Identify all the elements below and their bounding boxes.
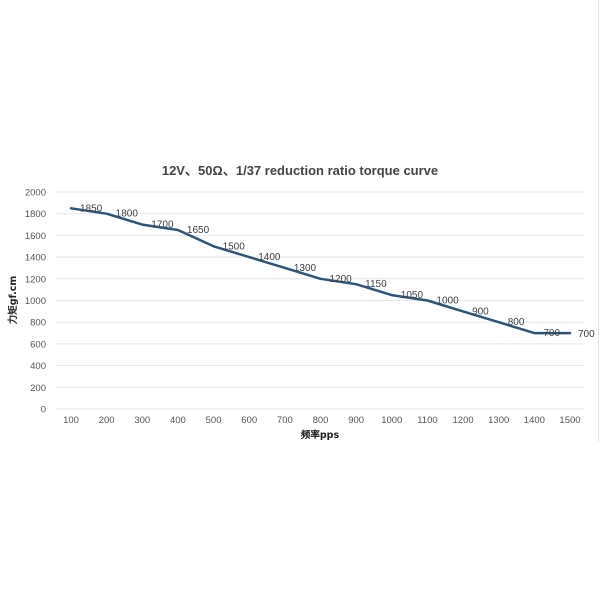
x-tick-label: 800 [313, 415, 329, 426]
data-label: 1400 [258, 252, 281, 263]
x-axis-title: 频率pps [301, 429, 340, 441]
x-tick-label: 200 [99, 415, 115, 426]
series-line [69, 207, 572, 335]
y-tick-label: 400 [30, 361, 46, 372]
data-label: 1200 [330, 274, 353, 285]
x-axis-tick-labels: 100 200 300 400 500 600 700 800 900 1000 1100 1200 1… [63, 415, 581, 426]
data-label: 1300 [294, 263, 317, 274]
data-label: 1150 [365, 279, 387, 290]
frame-divider [598, 0, 599, 442]
y-tick-label: 1200 [25, 274, 46, 285]
data-label: 900 [472, 306, 489, 317]
y-tick-label: 200 [30, 383, 46, 394]
y-tick-label: 800 [30, 318, 46, 329]
x-tick-label: 100 [63, 415, 79, 426]
x-tick-label: 1000 [381, 415, 402, 426]
x-tick-label: 700 [277, 415, 293, 426]
data-label: 1500 [223, 241, 246, 252]
y-tick-label: 1000 [25, 296, 46, 307]
gridlines [55, 191, 585, 410]
data-label: 800 [508, 317, 525, 328]
data-label: 1000 [436, 296, 459, 307]
data-labels: 1850 1800 1700 1650 1500 1400 1300 1200 1150 1050… [80, 203, 595, 340]
data-label: 700 [543, 328, 560, 339]
y-tick-label: 1400 [25, 253, 46, 264]
data-label: 1700 [151, 220, 174, 231]
x-tick-label: 1500 [559, 415, 580, 426]
chart-title: 12V、50Ω、1/37 reduction ratio torque curv… [162, 163, 438, 178]
y-tick-label: 1800 [25, 209, 46, 220]
y-tick-label: 1600 [25, 231, 46, 242]
x-tick-label: 1100 [417, 415, 437, 426]
series-line-group [69, 207, 572, 335]
x-tick-label: 1300 [488, 415, 509, 426]
data-label: 700 [578, 329, 595, 340]
data-label: 1850 [80, 203, 103, 214]
x-tick-label: 900 [348, 415, 364, 426]
x-tick-label: 1400 [524, 415, 545, 426]
data-label: 1050 [401, 290, 424, 301]
y-axis-title: 力矩gf.cm [7, 276, 19, 325]
x-tick-label: 600 [241, 415, 257, 426]
x-tick-label: 300 [134, 415, 150, 426]
y-tick-label: 0 [41, 405, 46, 416]
x-tick-label: 500 [206, 415, 222, 426]
y-axis-tick-labels: 0 200 400 600 800 1000 1200 1400 1600 1800 2000 [25, 188, 46, 416]
data-label: 1800 [116, 209, 139, 220]
x-tick-label: 400 [170, 415, 186, 426]
x-tick-label: 1200 [453, 415, 474, 426]
y-tick-label: 600 [30, 339, 46, 350]
y-tick-label: 2000 [25, 188, 46, 199]
data-label: 1650 [187, 225, 210, 236]
